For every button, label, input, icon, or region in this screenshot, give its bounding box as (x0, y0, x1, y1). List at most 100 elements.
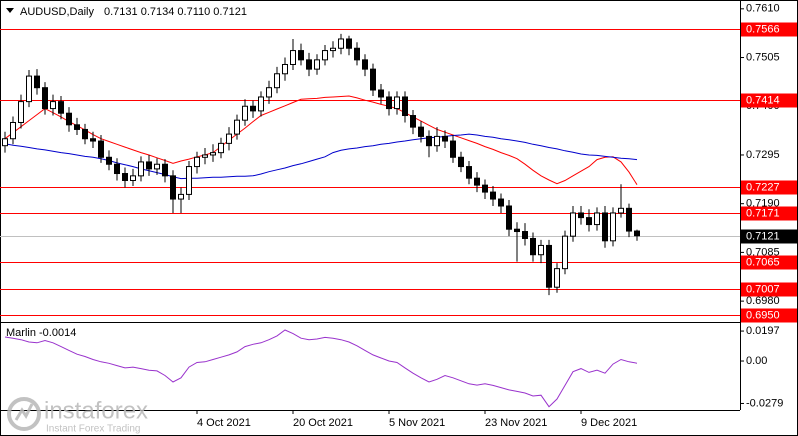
candle-body (490, 191, 496, 200)
candle-body (18, 101, 24, 123)
candle-body (210, 152, 216, 156)
candle-body (66, 112, 72, 126)
candle-body (578, 212, 584, 219)
candle-body (322, 50, 328, 61)
candle-body (514, 228, 520, 233)
candle-body (258, 96, 264, 112)
candle-body (442, 135, 448, 142)
ohlc-header: 0.7131 0.7134 0.7110 0.7121 (104, 6, 247, 18)
candle-body (146, 161, 152, 170)
candle-body (162, 163, 168, 177)
indicator-name: Marlin (6, 327, 36, 339)
candle-body (562, 235, 568, 270)
candle-body (474, 177, 480, 186)
candle-body (546, 244, 552, 288)
candle-body (234, 119, 240, 135)
level-label: 0.7414 (746, 94, 780, 106)
candle-body (242, 105, 248, 121)
x-tick-label: 9 Dec 2021 (581, 417, 637, 429)
y-tick-label: 0.7295 (746, 149, 780, 161)
candle-body (218, 142, 224, 154)
candle-body (554, 268, 560, 288)
moving-average (4, 95, 638, 185)
level-label-box (741, 282, 797, 297)
y-tick-label: 0.7085 (746, 246, 780, 258)
candle-body (626, 207, 632, 232)
candle-body (410, 115, 416, 128)
candle-body (138, 161, 144, 177)
candle-body (90, 138, 96, 142)
level-label: 0.7171 (746, 207, 780, 219)
candle-body (402, 96, 408, 117)
candle-body (266, 87, 272, 98)
candle-body (98, 140, 104, 158)
candle-body (394, 96, 400, 110)
x-tick-label: 5 Nov 2021 (389, 417, 445, 429)
candle-body (42, 87, 48, 110)
x-tick-label: 4 Oct 2021 (197, 417, 251, 429)
candle-body (594, 212, 600, 226)
x-tick-label: 23 Nov 2021 (485, 417, 547, 429)
candle-body (282, 63, 288, 75)
candle-body (186, 166, 192, 195)
candle-body (354, 47, 360, 61)
candle-body (74, 124, 80, 130)
candle-body (2, 138, 8, 147)
watermark-brand: instaforex (44, 397, 148, 424)
y-tick-label: -0.0279 (746, 397, 783, 409)
menu-arrow (6, 8, 14, 13)
candle-body (178, 193, 184, 200)
level-label: 0.7227 (746, 181, 780, 193)
level-label: 0.7007 (746, 283, 780, 295)
candle-body (26, 75, 32, 103)
candle-body (482, 184, 488, 193)
watermark-tagline: Instant Forex Trading (46, 424, 141, 435)
y-tick-label: 0.7610 (746, 3, 780, 15)
candle-body (426, 135, 432, 147)
candle-body (58, 101, 64, 114)
candle-body (386, 96, 392, 110)
level-label: 0.7566 (746, 23, 780, 35)
last-price-label: 0.7121 (746, 230, 780, 242)
indicator-value: -0.0014 (39, 327, 76, 339)
candle-body (306, 59, 312, 70)
candle-body (314, 59, 320, 70)
candle-body (298, 50, 304, 61)
candle-body (378, 89, 384, 98)
watermark: instaforex Instant Forex Trading (7, 397, 148, 435)
candle-body (154, 163, 160, 170)
candle-body (274, 73, 280, 89)
candle-body (330, 47, 336, 52)
candle-body (370, 68, 376, 91)
last-price-box (741, 229, 797, 244)
candle-body (418, 126, 424, 137)
candle-body (434, 135, 440, 147)
candle-body (506, 205, 512, 230)
candle-body (250, 105, 256, 112)
watermark-logo (7, 397, 41, 431)
candle-body (50, 101, 56, 110)
candle-body (634, 230, 640, 237)
candle-body (202, 154, 208, 158)
x-tick-label: 20 Oct 2021 (293, 417, 353, 429)
candle-body (618, 207, 624, 214)
level-label-box (741, 180, 797, 195)
y-tick-label: 0.6980 (746, 295, 780, 307)
y-tick-label: 0.7505 (746, 51, 780, 63)
candle-body (466, 166, 472, 179)
candle-body (538, 244, 544, 256)
candle-body (338, 38, 344, 49)
candle-body (530, 237, 536, 256)
chart-title: AUDUSD,Daily (20, 6, 94, 18)
candle-body (10, 121, 16, 140)
candle-body (570, 212, 576, 237)
y-tick-label: 0.00 (746, 355, 767, 367)
candle-body (106, 156, 112, 165)
indicator-title: Marlin -0.0014 (6, 327, 76, 339)
candle-body (114, 163, 120, 175)
candle-body (586, 217, 592, 226)
candle-body (458, 156, 464, 168)
